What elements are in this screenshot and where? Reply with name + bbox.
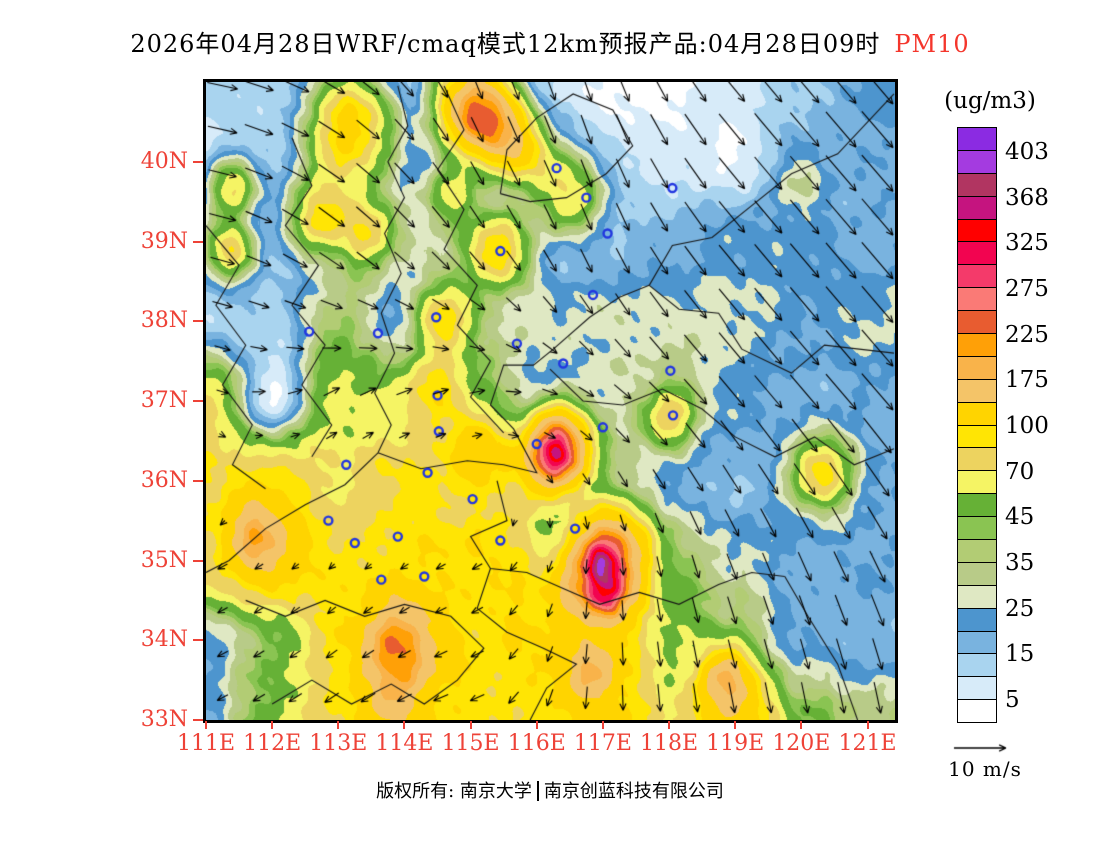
lon-tick-label: 112E [243, 731, 302, 756]
lon-tick [337, 721, 340, 729]
colorbar-cell [958, 219, 996, 243]
lon-tick [469, 721, 472, 729]
colorbar-cell [958, 356, 996, 380]
title-pollutant: PM10 [894, 30, 970, 58]
colorbar-cell [958, 471, 996, 495]
colorbar-unit-label: (ug/m3) [944, 88, 1036, 114]
lat-tick-label: 40N [140, 148, 188, 174]
lon-tick [205, 721, 207, 729]
colorbar-tick-label: 15 [1005, 641, 1035, 668]
page-title: 2026年04月28日WRF/cmaq模式12km预报产品:04月28日09时 P… [0, 24, 1100, 59]
lat-tick-label: 34N [140, 627, 188, 653]
colorbar-tick-label: 100 [1005, 413, 1049, 439]
lon-tick-label: 121E [838, 731, 897, 756]
lat-tick-label: 37N [140, 388, 188, 413]
colorbar-tick-label: 225 [1005, 321, 1049, 348]
colorbar-cell [958, 654, 996, 678]
colorbar-cell [958, 402, 996, 426]
colorbar-tick-label: 275 [1005, 275, 1049, 302]
colorbar-tick-label: 325 [1005, 230, 1049, 257]
lon-tick [601, 721, 604, 729]
lat-tick [193, 479, 203, 482]
lat-tick-label: 36N [140, 467, 188, 493]
lat-tick-label: 38N [140, 308, 188, 334]
colorbar-tick-label: 45 [1005, 504, 1035, 531]
lat-tick-label: 35N [140, 547, 188, 573]
colorbar-cell [958, 700, 996, 723]
wind-scale-arrow-icon [948, 737, 1028, 757]
lon-tick-label: 118E [640, 731, 699, 756]
lat-tick [193, 320, 203, 323]
lon-tick [668, 721, 671, 729]
colorbar-cell [958, 288, 996, 312]
colorbar-cell [958, 334, 996, 357]
colorbar-cell [958, 379, 996, 403]
colorbar-cell [958, 311, 996, 335]
colorbar-cell [958, 173, 996, 197]
colorbar-cell [958, 494, 996, 518]
colorbar-tick-label: 25 [1005, 595, 1035, 622]
colorbar-cell [958, 517, 996, 541]
title-main: 2026年04月28日WRF/cmaq模式12km预报产品:04月28日09时 [130, 30, 881, 58]
footer-separator [536, 780, 539, 801]
lon-tick [271, 721, 274, 729]
colorbar-cell [958, 425, 996, 449]
colorbar-cell [958, 128, 996, 151]
colorbar-cell [958, 631, 996, 655]
colorbar-cell [958, 448, 996, 472]
colorbar-tick-label: 5 [1005, 687, 1020, 714]
colorbar-tick-label: 70 [1005, 458, 1035, 485]
lat-tick [193, 160, 203, 163]
lat-tick [193, 719, 203, 721]
copyright-company: 南京创蓝科技有限公司 [543, 781, 724, 802]
lon-tick-label: 115E [441, 731, 500, 756]
colorbar-cell [958, 265, 996, 289]
lon-tick [800, 721, 803, 729]
lat-tick-label: 33N [140, 707, 188, 732]
colorbar-cell [958, 242, 996, 266]
lon-tick-label: 111E [176, 731, 236, 756]
lon-tick-label: 120E [772, 731, 831, 756]
colorbar-cell [958, 585, 996, 609]
lat-tick [193, 400, 203, 402]
colorbar-cell [958, 608, 996, 632]
colorbar-cell [958, 540, 996, 563]
colorbar-cell [958, 677, 996, 701]
lon-tick-label: 116E [507, 731, 566, 756]
colorbar-cell [958, 196, 996, 220]
lon-tick-label: 117E [573, 731, 632, 756]
lon-tick [866, 721, 869, 729]
lat-tick-label: 39N [140, 228, 188, 254]
lon-tick-label: 114E [375, 731, 434, 756]
lon-tick [403, 721, 406, 729]
pm10-map-canvas [206, 82, 895, 720]
colorbar-tick-label: 35 [1005, 550, 1035, 577]
colorbar-cell [958, 150, 996, 174]
lat-tick [193, 639, 203, 642]
map-frame [203, 79, 898, 723]
colorbar [957, 127, 997, 723]
lon-tick [535, 721, 538, 729]
lat-tick [193, 559, 203, 562]
lon-tick-label: 113E [309, 731, 368, 756]
colorbar-tick-label: 403 [1005, 138, 1049, 165]
colorbar-cell [958, 562, 996, 586]
lat-tick [193, 240, 203, 243]
lon-tick-label: 119E [706, 731, 765, 756]
wind-scale-label: 10 m/s [948, 757, 1022, 781]
colorbar-tick-label: 175 [1005, 367, 1049, 394]
copyright-footer: 版权所有: 南京大学 南京创蓝科技有限公司 [0, 777, 1100, 804]
lon-tick [734, 721, 737, 729]
colorbar-tick-label: 368 [1005, 184, 1049, 211]
copyright-owner: 版权所有: 南京大学 [376, 781, 532, 802]
